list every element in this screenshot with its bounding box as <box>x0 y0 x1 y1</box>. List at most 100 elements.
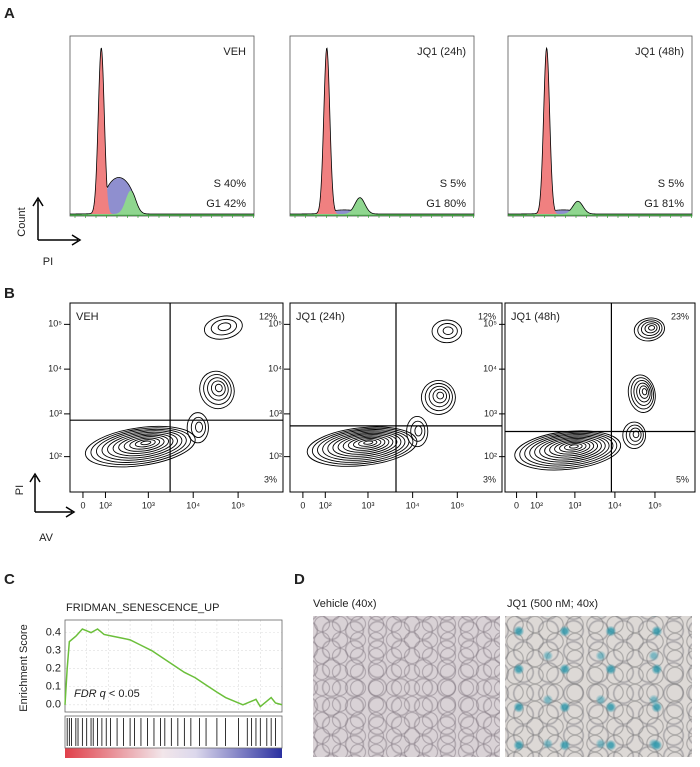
quadrant-percent: 3% <box>264 474 277 484</box>
contour <box>648 325 656 331</box>
contour <box>564 443 583 451</box>
y-tick-label: 10⁴ <box>48 364 62 374</box>
y-tick-label: 0.1 <box>46 681 61 693</box>
contour <box>203 374 232 405</box>
contour <box>112 433 174 457</box>
contour <box>134 439 156 448</box>
contour <box>625 424 644 446</box>
y-axis-label: PI <box>14 485 26 495</box>
contour <box>544 438 599 459</box>
x-axis-label: PI <box>43 256 53 268</box>
contour <box>629 427 642 442</box>
quadrant-percent: 3% <box>483 474 496 484</box>
plot-frame <box>289 35 475 217</box>
contour <box>639 385 649 399</box>
contour <box>140 440 152 446</box>
contour <box>96 428 187 463</box>
contour <box>637 319 663 339</box>
histogram-outline <box>507 46 692 215</box>
contour <box>406 415 429 448</box>
y-tick-label: 0.3 <box>46 645 61 657</box>
contour <box>442 326 454 335</box>
contour <box>332 432 398 457</box>
x-tick-label: 10² <box>530 500 543 510</box>
contour <box>199 370 235 410</box>
x-tick-label: 0 <box>80 500 85 510</box>
image-caption: Vehicle (40x) <box>313 598 377 610</box>
contour <box>207 377 229 401</box>
contour <box>539 436 602 461</box>
contour <box>123 436 165 452</box>
contour <box>129 437 161 450</box>
g1-fill <box>508 48 692 214</box>
plot-frame <box>69 302 284 493</box>
x-axis-label: AV <box>39 532 54 544</box>
contour <box>633 379 653 406</box>
contour <box>636 382 651 403</box>
g1-label: G1 80% <box>426 198 466 210</box>
y-tick-label: 10³ <box>269 408 282 418</box>
y-tick-label: 10⁵ <box>268 319 282 329</box>
x-tick-label: 10² <box>99 500 112 510</box>
contour <box>322 430 406 461</box>
plot-title: VEH <box>76 311 99 323</box>
contour <box>630 377 655 410</box>
panel-label: C <box>4 571 15 588</box>
contour <box>633 317 665 342</box>
plot-title: VEH <box>223 46 246 58</box>
contour <box>640 321 660 336</box>
micrograph <box>313 616 500 757</box>
hits-frame <box>64 715 283 749</box>
y-tick-label: 0.4 <box>46 627 61 639</box>
annotation: FDR q < 0.05 <box>74 688 140 700</box>
y-tick-label: 10⁴ <box>483 364 497 374</box>
panel-label: A <box>4 5 15 22</box>
contour <box>424 382 453 412</box>
g1-label: G1 81% <box>644 198 684 210</box>
g1-fill <box>290 48 474 214</box>
axis-arrows <box>29 472 76 518</box>
contour <box>337 434 394 455</box>
y-tick-label: 10³ <box>484 408 497 418</box>
contour-plot: 0 10² 10³ 10⁴ 10⁵ 10² 10³ 10⁴ 10⁵ JQ1 (24h) 12% 3% <box>268 302 503 510</box>
x-tick-label: 10³ <box>568 500 581 510</box>
x-tick-label: 10⁴ <box>406 500 420 510</box>
contour <box>622 421 647 449</box>
y-axis-label: Count <box>16 207 28 236</box>
x-tick-label: 0 <box>300 500 305 510</box>
s-phase-label: S 5% <box>440 178 467 190</box>
contour <box>641 388 648 396</box>
y-tick-label: 10⁵ <box>48 319 62 329</box>
contour <box>414 425 423 437</box>
y-tick-label: 10⁴ <box>268 364 282 374</box>
contour <box>436 391 445 400</box>
y-tick-label: 10² <box>269 451 282 461</box>
x-tick-label: 10² <box>319 500 332 510</box>
contour <box>90 427 192 466</box>
contour <box>203 315 243 340</box>
plot-title: JQ1 (24h) <box>417 46 466 58</box>
contour <box>194 421 203 433</box>
annotation-italic: FDR q <box>74 688 107 700</box>
y-tick-label: 10² <box>49 451 62 461</box>
micrograph <box>505 616 692 757</box>
y-tick-label: 10⁵ <box>483 319 497 329</box>
contour <box>101 430 183 461</box>
histogram-outline <box>69 47 254 215</box>
x-tick-label: 10⁴ <box>186 500 200 510</box>
y-tick-label: 0.0 <box>46 699 61 711</box>
annotation-text: < 0.05 <box>109 688 140 700</box>
y-tick-label: 10² <box>484 451 497 461</box>
panel-label: D <box>294 571 305 588</box>
contour <box>327 431 402 459</box>
plot-frame <box>64 619 283 713</box>
contour <box>84 425 196 468</box>
x-tick-label: 10⁵ <box>648 500 662 510</box>
contour <box>524 432 614 467</box>
contour <box>342 435 390 453</box>
s-phase-fill <box>70 178 254 214</box>
plot-title: JQ1 (48h) <box>511 311 560 323</box>
contour <box>353 438 382 449</box>
s-phase-label: S 5% <box>658 178 685 190</box>
